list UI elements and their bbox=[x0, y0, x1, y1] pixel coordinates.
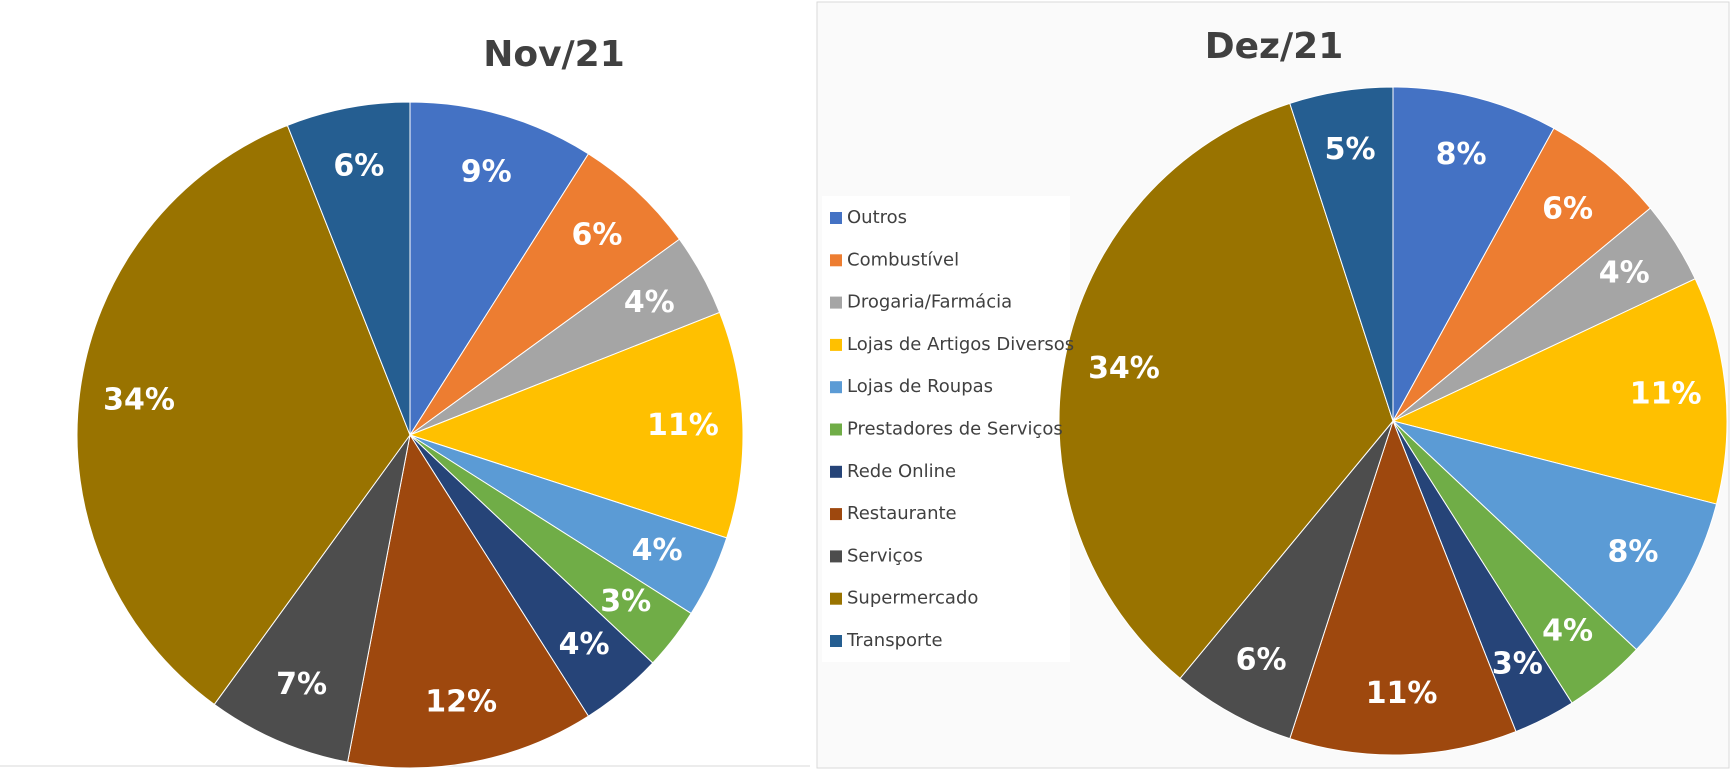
legend-label: Rede Online bbox=[847, 461, 956, 482]
legend-swatch bbox=[830, 508, 842, 521]
pie-slice bbox=[1392, 86, 1555, 422]
legend-swatch bbox=[830, 592, 842, 605]
legend-swatch bbox=[830, 296, 842, 309]
pie-slice bbox=[409, 153, 681, 436]
legend-box bbox=[822, 196, 1070, 662]
data-label: 6% bbox=[571, 217, 622, 252]
data-label: 6% bbox=[1236, 643, 1287, 678]
pie-slice bbox=[1289, 419, 1517, 756]
legend-label: Serviços bbox=[847, 545, 923, 566]
data-label: 12% bbox=[425, 685, 497, 720]
legend-swatch bbox=[830, 550, 842, 563]
pie-slice bbox=[408, 311, 744, 539]
pie-slice bbox=[1392, 420, 1718, 651]
legend-label: Transporte bbox=[846, 630, 943, 651]
legend-swatch bbox=[830, 381, 842, 394]
pie-slice bbox=[286, 101, 411, 436]
data-label: 4% bbox=[624, 285, 675, 320]
data-label: 4% bbox=[1599, 256, 1650, 291]
legend-label: Combustível bbox=[847, 249, 959, 270]
pie-slice bbox=[1179, 420, 1394, 740]
legend-label: Lojas de Roupas bbox=[847, 376, 993, 397]
data-label: 3% bbox=[1492, 647, 1543, 682]
data-label: 34% bbox=[1088, 351, 1160, 386]
data-label: 4% bbox=[632, 533, 683, 568]
legend-label: Restaurante bbox=[847, 503, 957, 524]
legend-label: Supermercado bbox=[847, 588, 978, 609]
data-label: 8% bbox=[1436, 137, 1487, 172]
data-label: 5% bbox=[1325, 132, 1376, 167]
data-label: 9% bbox=[461, 154, 512, 189]
data-label: 3% bbox=[600, 584, 651, 619]
pie-slice bbox=[1289, 86, 1394, 422]
legend-swatch bbox=[830, 423, 842, 436]
legend-label: Drogaria/Farmácia bbox=[847, 292, 1012, 313]
legend-swatch bbox=[830, 465, 842, 478]
legend-label: Lojas de Artigos Diversos bbox=[847, 334, 1074, 355]
data-label: 11% bbox=[1630, 377, 1702, 412]
data-label: 11% bbox=[647, 408, 719, 443]
data-label: 4% bbox=[559, 627, 610, 662]
data-label: 34% bbox=[103, 382, 175, 417]
pie-slice bbox=[76, 124, 411, 706]
data-label: 11% bbox=[1366, 676, 1438, 711]
pie-slice bbox=[347, 433, 590, 769]
data-label: 4% bbox=[1542, 614, 1593, 649]
chart-title: Dez/21 bbox=[1205, 26, 1344, 67]
legend-swatch bbox=[830, 338, 842, 351]
legend-swatch bbox=[830, 212, 842, 224]
pie-slice bbox=[1392, 127, 1652, 422]
data-label: 8% bbox=[1608, 534, 1659, 569]
pie-slice bbox=[409, 101, 590, 437]
legend-label: Outros bbox=[847, 207, 907, 228]
legend-swatch bbox=[830, 254, 842, 267]
data-label: 6% bbox=[333, 148, 384, 183]
data-label: 6% bbox=[1542, 191, 1593, 226]
chart-title: Nov/21 bbox=[483, 34, 625, 75]
data-label: 7% bbox=[276, 667, 327, 702]
pie-slice bbox=[1058, 102, 1394, 680]
legend-swatch bbox=[830, 635, 842, 647]
pie-slice bbox=[213, 434, 411, 763]
legend-label: Prestadores de Serviços bbox=[847, 419, 1063, 440]
pie-slice bbox=[1391, 278, 1728, 505]
